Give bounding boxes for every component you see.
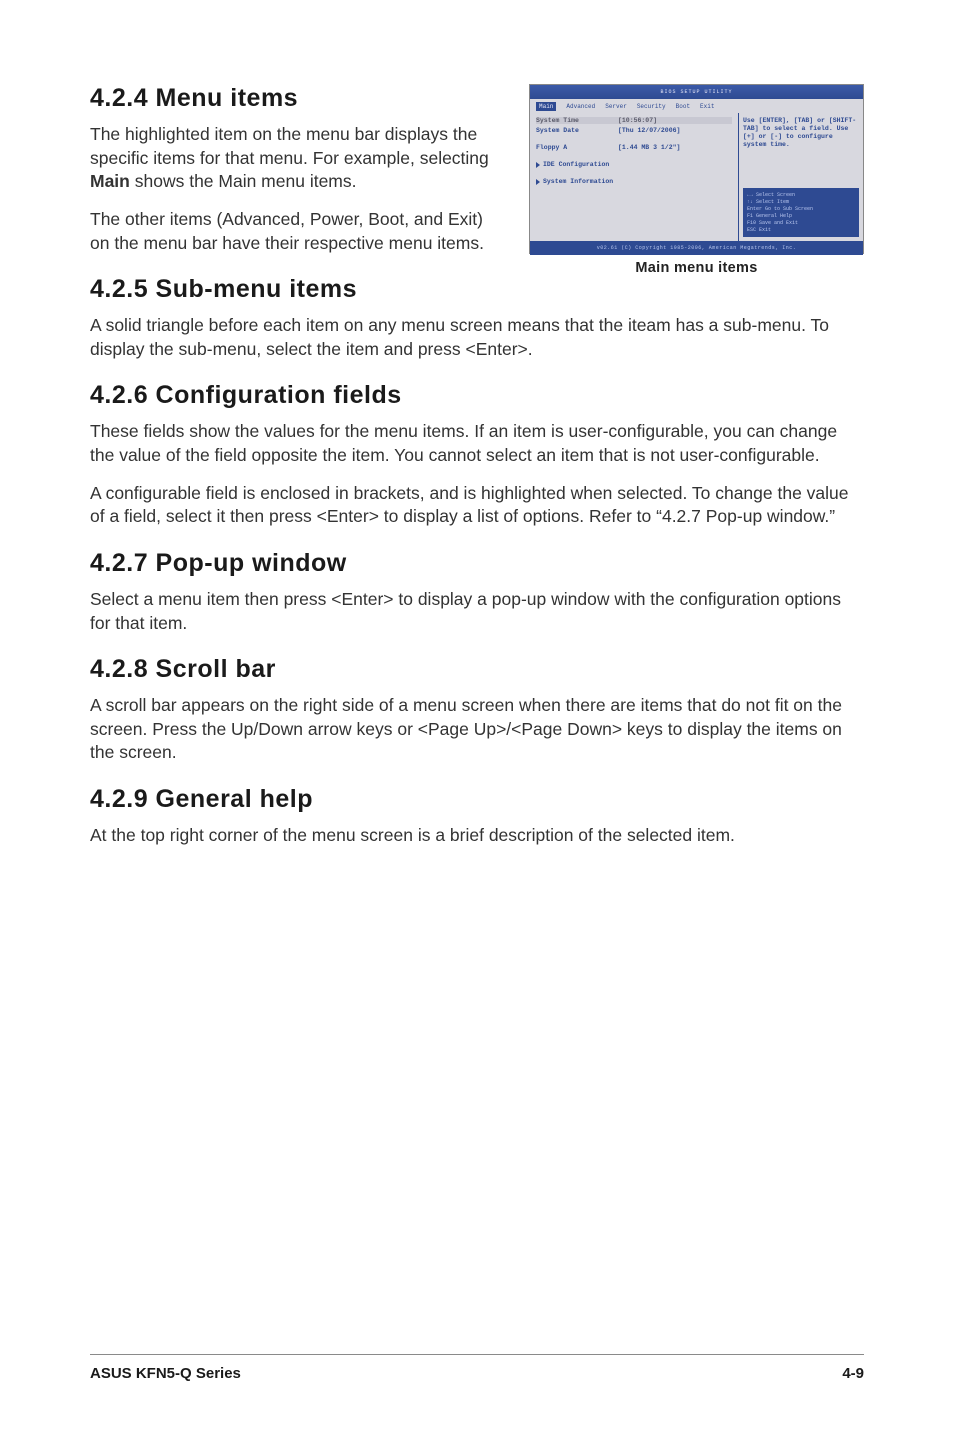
label: System Information (543, 178, 613, 185)
para-4-2-4-a: The highlighted item on the menu bar dis… (90, 123, 490, 194)
para-4-2-6-a: These fields show the values for the men… (90, 420, 864, 467)
key-row: Enter Go to Sub Screen (747, 206, 855, 212)
key-row: F10 Save and Exit (747, 220, 855, 226)
text: shows the Main menu items. (130, 171, 357, 191)
para-4-2-9: At the top right corner of the menu scre… (90, 824, 864, 848)
triangle-icon (536, 179, 540, 185)
heading-4-2-9: 4.2.9 General help (90, 785, 864, 814)
bios-right-pane: Use [ENTER], [TAB] or [SHIFT-TAB] to sel… (738, 113, 863, 241)
spacer (536, 137, 732, 141)
bios-caption: Main menu items (529, 260, 864, 276)
heading-4-2-8: 4.2.8 Scroll bar (90, 655, 864, 684)
label: System Time (536, 117, 618, 124)
para-4-2-4-b: The other items (Advanced, Power, Boot, … (90, 208, 490, 255)
bios-left-pane: System Time [10:56:07] System Date [Thu … (530, 113, 738, 241)
bios-row-system-date: System Date [Thu 12/07/2006] (536, 127, 732, 134)
bios-screen: BIOS SETUP UTILITY Main Advanced Server … (529, 84, 864, 254)
bios-body: System Time [10:56:07] System Date [Thu … (530, 113, 863, 241)
bios-tab-server: Server (605, 103, 627, 110)
bios-tab-main: Main (536, 102, 556, 111)
row-menu-items: 4.2.4 Menu items The highlighted item on… (90, 84, 864, 255)
footer-right: 4-9 (842, 1365, 864, 1382)
para-4-2-6-b: A configurable field is enclosed in brac… (90, 482, 864, 529)
value: [Thu 12/07/2006] (618, 127, 680, 134)
heading-4-2-7: 4.2.7 Pop-up window (90, 549, 864, 578)
bios-row-system-time: System Time [10:56:07] (536, 117, 732, 124)
section-4-2-9: 4.2.9 General help At the top right corn… (90, 785, 864, 848)
key-row: ←→ Select Screen (747, 192, 855, 198)
para-4-2-5: A solid triangle before each item on any… (90, 314, 864, 361)
page: 4.2.4 Menu items The highlighted item on… (0, 0, 954, 1438)
key-row: ESC Exit (747, 227, 855, 233)
bios-menubar: Main Advanced Server Security Boot Exit (530, 99, 863, 113)
bios-titlebar: BIOS SETUP UTILITY (530, 85, 863, 99)
text: The highlighted item on the menu bar dis… (90, 124, 489, 168)
value: [10:56:07] (618, 117, 657, 124)
key-row: ↑↓ Select Item (747, 199, 855, 205)
key-row: F1 General Help (747, 213, 855, 219)
heading-4-2-6: 4.2.6 Configuration fields (90, 381, 864, 410)
page-footer: ASUS KFN5-Q Series 4-9 (0, 1354, 954, 1382)
para-4-2-7: Select a menu item then press <Enter> to… (90, 588, 864, 635)
footer-rule (90, 1354, 864, 1355)
section-4-2-6: 4.2.6 Configuration fields These fields … (90, 381, 864, 529)
value: [1.44 MB 3 1/2"] (618, 144, 680, 151)
footer-left: ASUS KFN5-Q Series (90, 1365, 241, 1382)
label: IDE Configuration (543, 161, 609, 168)
label: System Date (536, 127, 618, 134)
bios-tab-security: Security (637, 103, 666, 110)
para-4-2-8: A scroll bar appears on the right side o… (90, 694, 864, 765)
bios-title: BIOS SETUP UTILITY (660, 89, 732, 95)
footer-row: ASUS KFN5-Q Series 4-9 (90, 1365, 864, 1382)
label: Floppy A (536, 144, 618, 151)
heading-4-2-5: 4.2.5 Sub-menu items (90, 275, 864, 304)
section-4-2-5: 4.2.5 Sub-menu items A solid triangle be… (90, 275, 864, 361)
section-4-2-8: 4.2.8 Scroll bar A scroll bar appears on… (90, 655, 864, 765)
bios-row-ide-config: IDE Configuration (536, 161, 732, 168)
bios-bottombar: v02.61 (C) Copyright 1985-2006, American… (530, 241, 863, 255)
bios-copyright: v02.61 (C) Copyright 1985-2006, American… (597, 245, 797, 251)
spacer (536, 171, 732, 175)
triangle-icon (536, 162, 540, 168)
spacer (536, 154, 732, 158)
bold-main: Main (90, 171, 130, 191)
bios-tab-exit: Exit (700, 103, 714, 110)
bios-help-text: Use [ENTER], [TAB] or [SHIFT-TAB] to sel… (743, 117, 859, 150)
bios-tab-advanced: Advanced (566, 103, 595, 110)
bios-row-floppy: Floppy A [1.44 MB 3 1/2"] (536, 144, 732, 151)
bios-figure: BIOS SETUP UTILITY Main Advanced Server … (529, 84, 864, 276)
bios-row-system-info: System Information (536, 178, 732, 185)
section-4-2-7: 4.2.7 Pop-up window Select a menu item t… (90, 549, 864, 635)
bios-tab-boot: Boot (676, 103, 690, 110)
bios-key-legend: ←→ Select Screen ↑↓ Select Item Enter Go… (743, 188, 859, 237)
